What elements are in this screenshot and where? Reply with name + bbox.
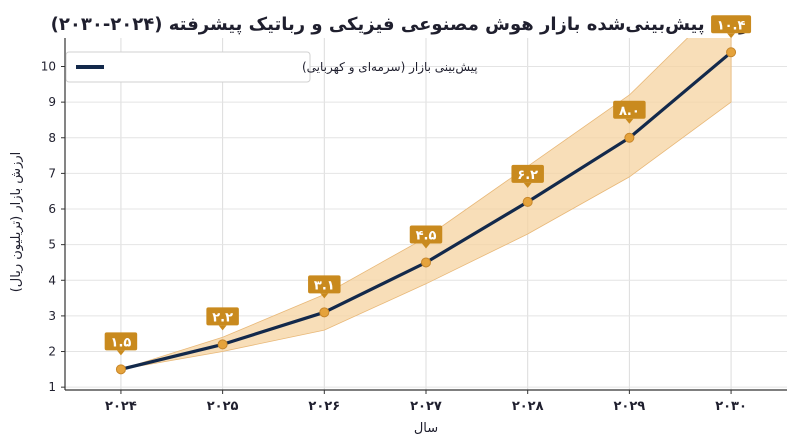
- data-point: [217, 339, 228, 350]
- data-label-pointer: [422, 243, 430, 249]
- data-label-pointer: [116, 350, 125, 356]
- data-label-box: [511, 164, 544, 183]
- data-label-pointer: [727, 33, 736, 39]
- data-label: ۱۰.۴: [711, 15, 752, 39]
- data-label: ۸.۰: [613, 100, 646, 124]
- data-point: [522, 196, 533, 207]
- y-tick-label: 8: [48, 131, 56, 145]
- data-point: [115, 364, 126, 375]
- data-label-box: [206, 307, 239, 326]
- y-tick-label: 5: [48, 238, 56, 252]
- data-label: ۴.۵: [409, 225, 443, 249]
- data-point: [624, 132, 635, 143]
- data-label-box: [409, 225, 443, 244]
- data-label-box: [711, 15, 752, 34]
- data-label-text: ۲.۲: [212, 310, 233, 325]
- data-label-pointer: [320, 293, 329, 299]
- chart-title: رشد پیش‌بینی‌شده بازار هوش مصنوعی فیزیکی…: [51, 14, 750, 35]
- data-label: ۱.۵: [104, 332, 138, 356]
- y-tick-label: 7: [48, 166, 56, 180]
- data-point: [319, 307, 330, 318]
- x-tick-label: ۲۰۲۵: [207, 399, 239, 414]
- y-tick-label: 10: [41, 60, 56, 74]
- x-tick-label: ۲۰۲۴: [105, 399, 137, 414]
- y-axis-label: ارزش بازار (تریلیون ریال): [9, 152, 24, 293]
- data-label-box: [104, 332, 138, 351]
- y-tick-label: 4: [48, 273, 56, 287]
- data-label-text: ۴.۵: [416, 228, 437, 243]
- legend: پیش‌بینی بازار (سرمه‌ای و کهربایی): [65, 51, 478, 83]
- data-point: [726, 47, 737, 58]
- data-label-text: ۸.۰: [619, 104, 640, 119]
- data-label: ۶.۲: [511, 164, 544, 188]
- data-label-text: ۳.۱: [314, 278, 335, 293]
- x-tick-label: ۲۰۳۰: [715, 399, 747, 414]
- x-tick-label: ۲۰۲۶: [308, 399, 340, 414]
- data-point: [421, 257, 431, 268]
- data-label-text: ۱۰.۴: [717, 18, 746, 33]
- y-tick-label: 1: [48, 380, 56, 394]
- legend-entry: پیش‌بینی بازار (سرمه‌ای و کهربایی): [302, 60, 478, 75]
- data-label-pointer: [523, 182, 532, 188]
- data-label-pointer: [218, 325, 227, 331]
- data-label-box: [613, 100, 646, 119]
- data-label-box: [308, 275, 341, 294]
- data-label: ۳.۱: [308, 275, 341, 299]
- x-tick-label: ۲۰۲۹: [614, 399, 646, 414]
- x-axis-ticks: ۲۰۲۴ ۲۰۲۵ ۲۰۲۶ ۲۰۲۷ ۲۰۲۸ ۲۰۲۹ ۲۰۳۰: [105, 390, 747, 414]
- x-tick-label: ۲۰۲۷: [410, 399, 442, 414]
- x-tick-label: ۲۰۲۸: [512, 399, 544, 414]
- x-axis-label: سال: [414, 421, 438, 436]
- y-tick-label: 2: [48, 345, 56, 359]
- y-tick-label: 6: [48, 202, 56, 216]
- data-label-pointer: [625, 118, 634, 124]
- data-label: ۲.۲: [206, 307, 239, 331]
- y-tick-label: 9: [48, 95, 56, 109]
- legend-box: [65, 51, 311, 83]
- data-label-text: ۱.۵: [111, 335, 132, 350]
- data-label-text: ۶.۲: [517, 168, 538, 183]
- y-tick-label: 3: [48, 309, 56, 323]
- y-axis-ticks: 1 2 3 4 5 6 7 8 9 10: [41, 60, 65, 394]
